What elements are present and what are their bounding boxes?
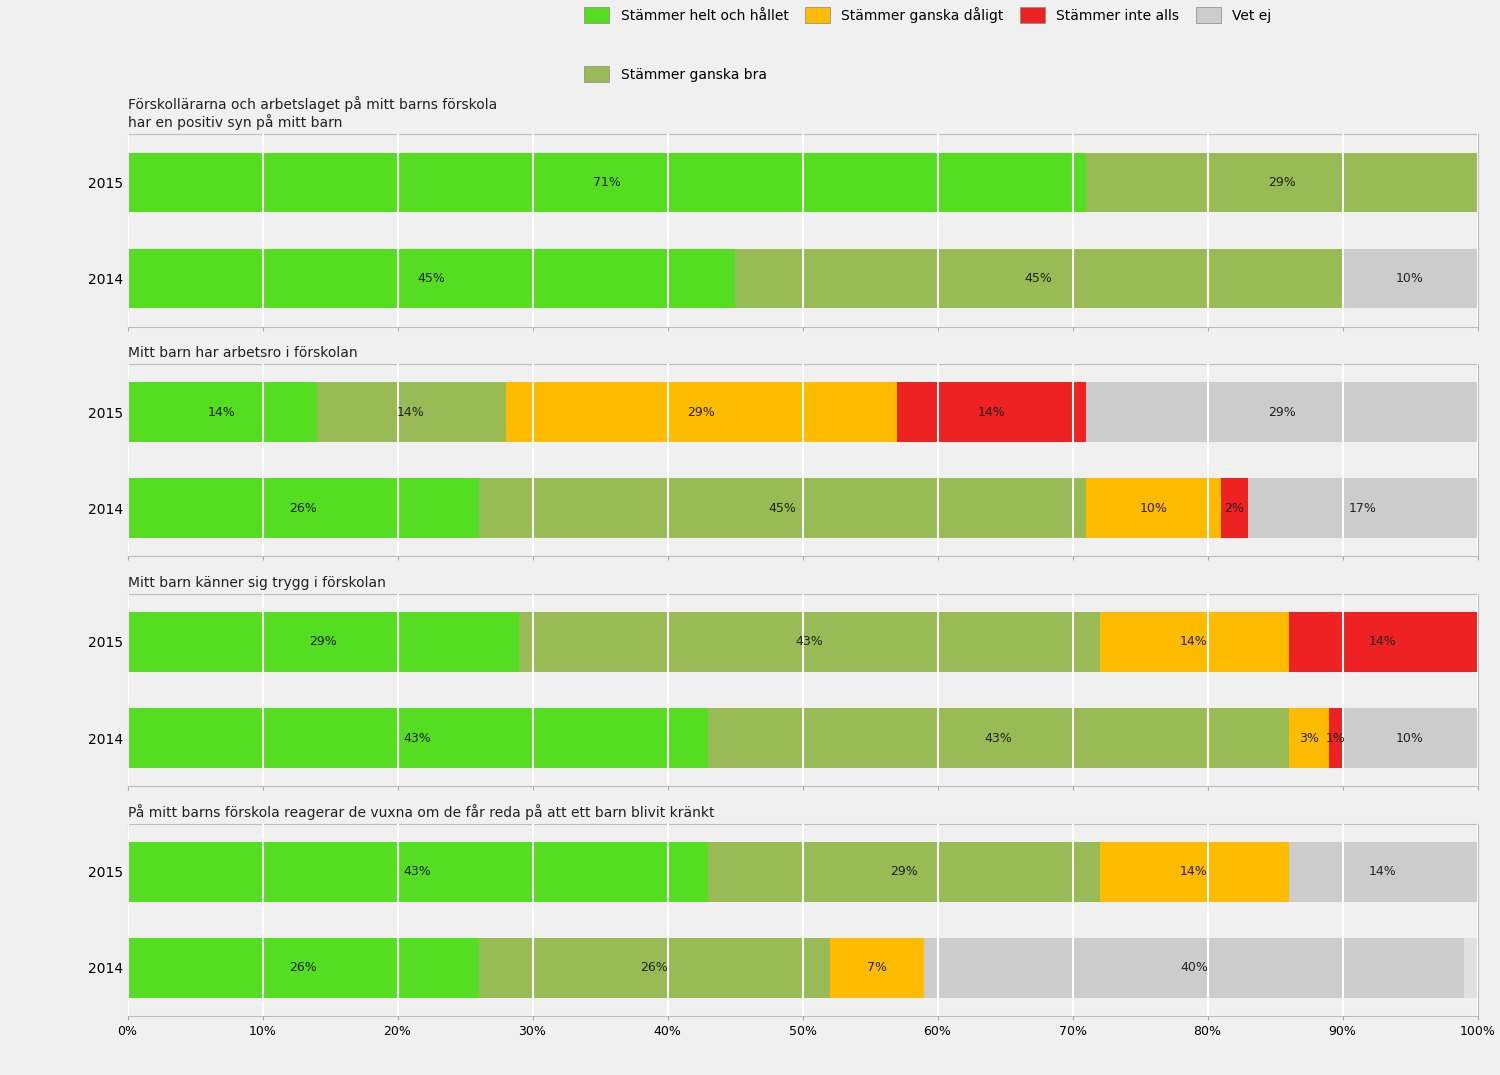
- Text: 29%: 29%: [1268, 405, 1296, 418]
- Text: 14%: 14%: [978, 405, 1005, 418]
- Bar: [128, 248, 735, 309]
- Bar: [830, 938, 924, 998]
- Bar: [128, 612, 1478, 672]
- Text: 43%: 43%: [404, 865, 432, 878]
- Text: 29%: 29%: [687, 405, 716, 418]
- Bar: [128, 842, 708, 902]
- Bar: [128, 938, 478, 998]
- Bar: [128, 842, 1478, 902]
- Bar: [1100, 842, 1288, 902]
- Text: 45%: 45%: [417, 272, 446, 285]
- Text: 10%: 10%: [1140, 502, 1167, 515]
- Text: 26%: 26%: [290, 961, 316, 974]
- Bar: [1342, 708, 1478, 768]
- Bar: [924, 938, 1464, 998]
- Text: 3%: 3%: [1299, 732, 1318, 745]
- Text: 29%: 29%: [890, 865, 918, 878]
- Bar: [708, 842, 1100, 902]
- Bar: [1086, 478, 1221, 539]
- Bar: [128, 248, 1478, 309]
- Text: 10%: 10%: [1396, 272, 1423, 285]
- Bar: [897, 383, 1086, 442]
- Text: På mitt barns förskola reagerar de vuxna om de får reda på att ett barn blivit k: På mitt barns förskola reagerar de vuxna…: [128, 804, 714, 820]
- Bar: [1086, 153, 1478, 212]
- Text: 7%: 7%: [867, 961, 886, 974]
- Text: 29%: 29%: [1268, 176, 1296, 189]
- Bar: [128, 612, 519, 672]
- Bar: [128, 478, 478, 539]
- Bar: [128, 383, 1478, 442]
- Text: Mitt barn känner sig trygg i förskolan: Mitt barn känner sig trygg i förskolan: [128, 576, 386, 590]
- Bar: [478, 938, 830, 998]
- Bar: [128, 478, 1478, 539]
- Bar: [1288, 708, 1329, 768]
- Bar: [128, 153, 1478, 212]
- Bar: [128, 938, 1478, 998]
- Bar: [1342, 248, 1478, 309]
- Text: 1%: 1%: [1326, 732, 1346, 745]
- Bar: [1288, 842, 1478, 902]
- Bar: [1288, 612, 1478, 672]
- Bar: [128, 153, 1086, 212]
- Text: 14%: 14%: [1180, 635, 1208, 648]
- Text: 26%: 26%: [640, 961, 668, 974]
- Text: 10%: 10%: [1396, 732, 1423, 745]
- Text: 14%: 14%: [1180, 865, 1208, 878]
- Text: 45%: 45%: [768, 502, 796, 515]
- Text: 14%: 14%: [1370, 865, 1396, 878]
- Text: 29%: 29%: [309, 635, 338, 648]
- Bar: [506, 383, 897, 442]
- Text: 2%: 2%: [1224, 502, 1245, 515]
- Text: 71%: 71%: [592, 176, 621, 189]
- Bar: [316, 383, 506, 442]
- Text: 43%: 43%: [984, 732, 1012, 745]
- Bar: [1221, 478, 1248, 539]
- Bar: [519, 612, 1100, 672]
- Bar: [1086, 383, 1478, 442]
- Text: Mitt barn har arbetsro i förskolan: Mitt barn har arbetsro i förskolan: [128, 346, 357, 360]
- Legend: Stämmer ganska bra: Stämmer ganska bra: [585, 66, 766, 82]
- Text: 43%: 43%: [795, 635, 824, 648]
- Bar: [1329, 708, 1342, 768]
- Bar: [128, 708, 1478, 768]
- Text: 14%: 14%: [209, 405, 236, 418]
- Text: 43%: 43%: [404, 732, 432, 745]
- Bar: [478, 478, 1086, 539]
- Text: Förskollärarna och arbetslaget på mitt barns förskola
har en positiv syn på mitt: Förskollärarna och arbetslaget på mitt b…: [128, 96, 496, 130]
- Text: 40%: 40%: [1180, 961, 1208, 974]
- Text: 17%: 17%: [1348, 502, 1377, 515]
- Bar: [128, 708, 708, 768]
- Bar: [708, 708, 1288, 768]
- Text: 14%: 14%: [1370, 635, 1396, 648]
- Bar: [1100, 612, 1288, 672]
- Bar: [735, 248, 1342, 309]
- Text: 26%: 26%: [290, 502, 316, 515]
- Bar: [128, 383, 316, 442]
- Text: 14%: 14%: [398, 405, 424, 418]
- Bar: [1248, 478, 1478, 539]
- Legend: Stämmer helt och hållet, Stämmer ganska dåligt, Stämmer inte alls, Vet ej: Stämmer helt och hållet, Stämmer ganska …: [585, 6, 1272, 24]
- Text: 45%: 45%: [1024, 272, 1053, 285]
